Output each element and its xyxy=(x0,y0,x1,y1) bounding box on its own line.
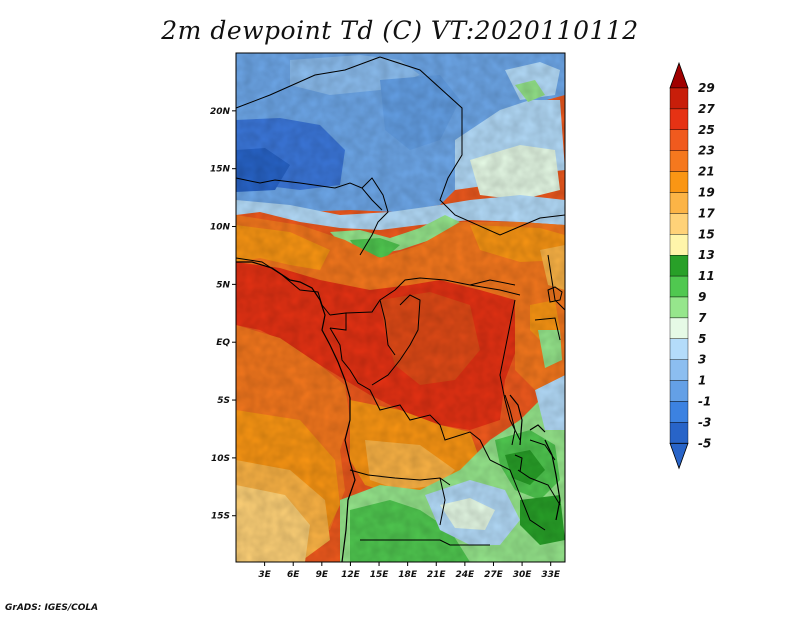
colorbar-swatch xyxy=(669,87,689,110)
lon-tick-label: 30E xyxy=(513,570,533,580)
lat-tick-label: 5N xyxy=(216,280,230,290)
colorbar-label: 5 xyxy=(698,332,706,346)
colorbar-label: 21 xyxy=(698,165,715,179)
map-frame xyxy=(235,52,566,563)
lat-tick-label: 20N xyxy=(210,107,231,117)
colorbar-swatch xyxy=(669,401,689,423)
colorbar-label: 1 xyxy=(698,374,706,388)
colorbar-swatch xyxy=(669,338,689,360)
colorbar-label: 11 xyxy=(698,269,715,283)
colorbar-swatch xyxy=(669,108,689,131)
colorbar-label: 25 xyxy=(698,123,715,137)
colorbar-label: 9 xyxy=(698,290,706,304)
colorbar-label: 23 xyxy=(698,144,715,158)
lon-tick-label: 15E xyxy=(370,570,390,580)
colorbar-swatch xyxy=(669,275,689,298)
coastline xyxy=(236,261,561,563)
lakes xyxy=(504,286,563,473)
country-borders xyxy=(235,56,566,546)
map-title: 2m dewpoint Td (C) VT:2020110112 xyxy=(161,16,639,45)
colorbar-swatch xyxy=(669,213,689,235)
colorbar-label: 17 xyxy=(698,206,715,220)
colorbar-legend: 29 27 25 23 21 19 17 15 13 11 9 7 5 3 1 -1 -3 -5 xyxy=(669,61,715,470)
lat-tick-label: 10N xyxy=(210,223,231,233)
colorbar-swatch xyxy=(669,296,689,319)
lat-tick-label: 10S xyxy=(211,454,230,464)
lon-tick-label: 24E xyxy=(456,570,476,580)
lon-tick-label: 6E xyxy=(287,570,300,580)
colorbar-label: 15 xyxy=(698,227,715,241)
colorbar-swatch xyxy=(669,192,689,214)
colorbar-label: 3 xyxy=(698,353,706,367)
lon-tick-label: 33E xyxy=(541,570,561,580)
colorbar-label: 7 xyxy=(698,311,707,325)
longitude-axis: 3E 6E 9E 12E 15E 18E 21E 24E 27E 30E 33E xyxy=(258,562,561,580)
colorbar-swatch xyxy=(669,422,689,444)
colorbar-label: -1 xyxy=(698,395,711,409)
colorbar-label: 27 xyxy=(698,102,715,116)
dewpoint-field xyxy=(236,53,565,562)
lon-tick-label: 21E xyxy=(427,570,447,580)
lon-tick-label: 18E xyxy=(398,570,418,580)
latitude-axis: 20N 15N 10N 5N EQ 5S 10S 15S xyxy=(210,107,236,522)
colorbar-top-arrow xyxy=(669,61,689,89)
colorbar-bottom-arrow xyxy=(669,442,689,470)
colorbar-label: 13 xyxy=(698,248,715,262)
lon-tick-label: 9E xyxy=(316,570,329,580)
colorbar-label: -3 xyxy=(698,415,711,429)
colorbar-label: 29 xyxy=(698,81,715,95)
colorbar-swatch xyxy=(669,254,689,277)
colorbar-swatch xyxy=(669,380,689,402)
lon-tick-label: 3E xyxy=(258,570,271,580)
lon-tick-label: 27E xyxy=(484,570,504,580)
lat-tick-label: 15N xyxy=(210,165,231,175)
lat-tick-label: 15S xyxy=(211,512,230,522)
colorbar-swatch xyxy=(669,317,689,339)
lat-tick-label: 5S xyxy=(217,396,230,406)
colorbar-swatch xyxy=(669,234,689,256)
colorbar-swatch xyxy=(669,129,689,151)
colorbar-swatch xyxy=(669,150,689,172)
colorbar-label: 19 xyxy=(698,186,715,200)
grads-credit: GrADS: IGES/COLA xyxy=(5,603,99,613)
colorbar-swatch xyxy=(669,359,689,381)
lat-tick-label: EQ xyxy=(216,338,230,348)
colorbar-label: -5 xyxy=(698,436,711,450)
lon-tick-label: 12E xyxy=(341,570,361,580)
colorbar-swatch xyxy=(669,171,689,193)
